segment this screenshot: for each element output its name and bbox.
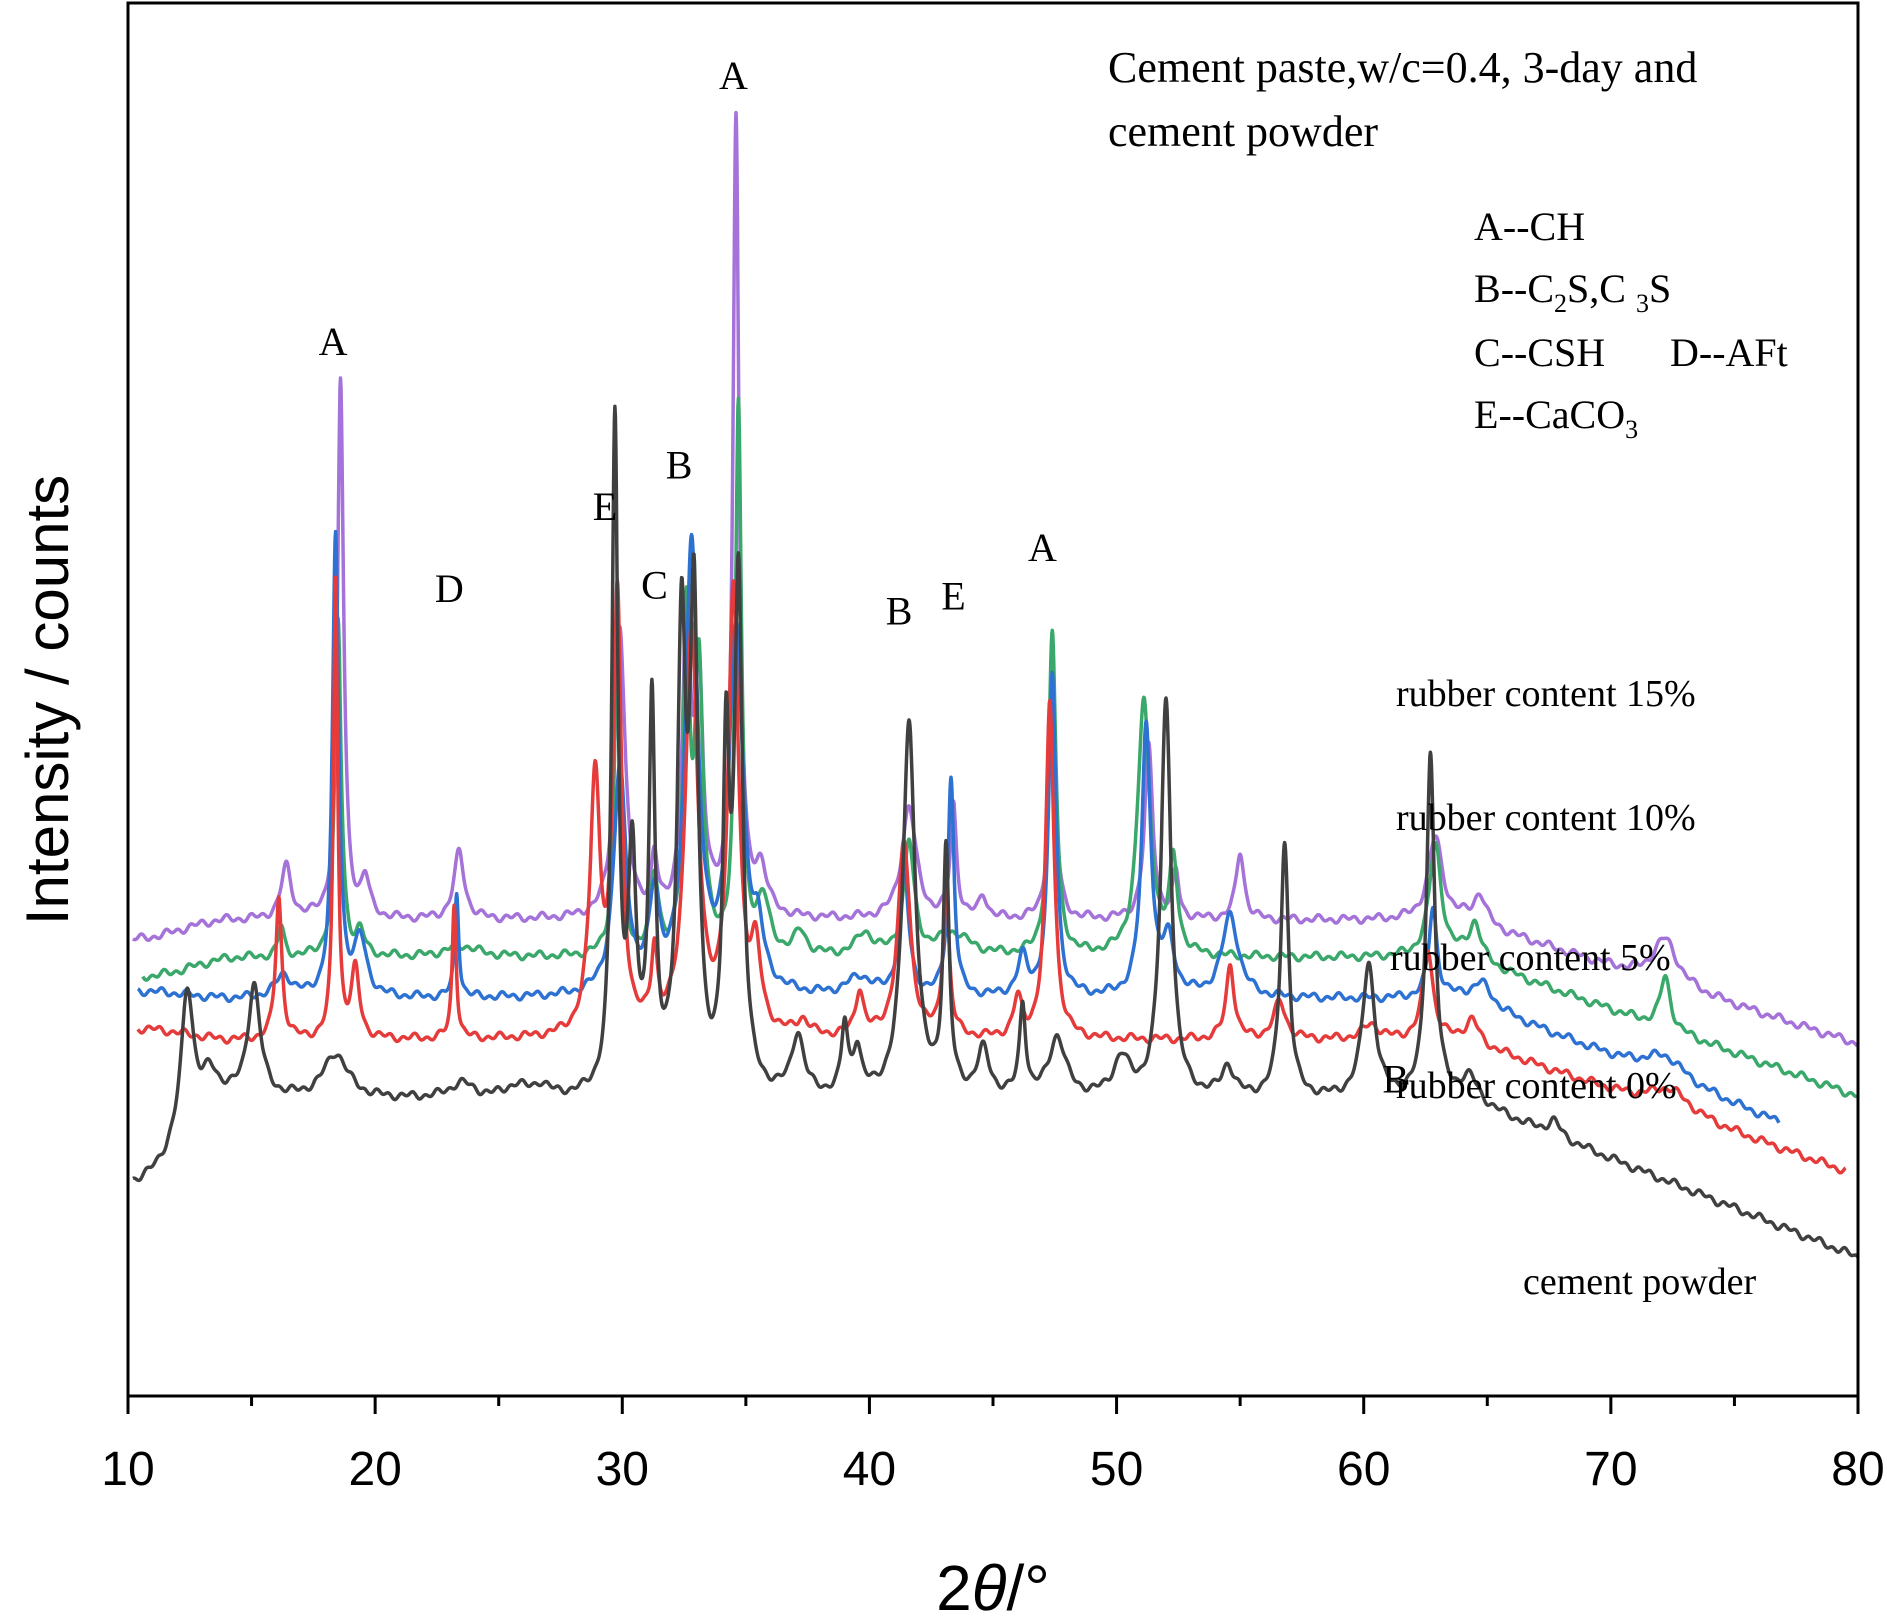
peak-label-a-0: A — [319, 319, 348, 364]
peak-label-b-9: B — [1382, 1057, 1409, 1102]
series-labels: rubber content 15% rubber content 10% ru… — [1390, 673, 1757, 1303]
phase-legend: A--CH B--C2S,C 3S C--CSH D--AFt E--CaCO3 — [1474, 204, 1788, 444]
x-tick-label-70: 70 — [1584, 1443, 1637, 1496]
peak-label-e-7: E — [941, 574, 965, 619]
x-tick-label-10: 10 — [101, 1443, 154, 1496]
x-axis-ticks — [126, 1396, 1860, 1414]
peak-label-a-8: A — [1028, 525, 1057, 570]
x-axis-label-theta: θ — [972, 1552, 1007, 1624]
series-line-rubber-content-5- — [136, 529, 1781, 1124]
x-tick-label-80: 80 — [1831, 1443, 1884, 1496]
peak-label-a-5: A — [719, 53, 748, 98]
x-axis-tick-labels: 10 20 30 40 50 60 70 80 — [101, 1443, 1884, 1496]
peak-label-c-3: C — [641, 562, 668, 607]
series-label-0: rubber content 0% — [1396, 1065, 1677, 1107]
series-label-5: rubber content 5% — [1390, 937, 1671, 979]
legend-entry-c: C--CSH — [1474, 330, 1605, 375]
x-tick-label-60: 60 — [1337, 1443, 1390, 1496]
legend-entry-d: D--AFt — [1670, 330, 1788, 375]
x-tick-label-50: 50 — [1090, 1443, 1143, 1496]
x-axis-label: 2θ/° — [936, 1552, 1050, 1624]
series-line-rubber-content-15- — [131, 110, 1860, 1048]
legend-entry-b: B--C2S,C 3S — [1474, 266, 1671, 318]
x-axis-label-unit: /° — [1006, 1552, 1049, 1624]
series-label-10: rubber content 10% — [1396, 797, 1696, 839]
series-line-rubber-content-0- — [136, 575, 1847, 1175]
legend-entry-e: E--CaCO3 — [1474, 392, 1638, 444]
peak-label-d-1: D — [435, 566, 464, 611]
chart-title: Cement paste,w/c=0.4, 3-day and — [1108, 43, 1697, 92]
series-line-rubber-content-10- — [141, 396, 1860, 1099]
x-tick-label-40: 40 — [843, 1443, 896, 1496]
series-curves — [131, 110, 1860, 1259]
x-tick-label-20: 20 — [348, 1443, 401, 1496]
series-label-15: rubber content 15% — [1396, 673, 1696, 715]
y-axis-label: Intensity / counts — [14, 475, 81, 925]
series-label-powder: cement powder — [1523, 1261, 1757, 1303]
series-line-cement-powder — [131, 404, 1860, 1259]
legend-entry-a: A--CH — [1474, 204, 1585, 249]
peak-label-e-2: E — [593, 484, 617, 529]
x-tick-label-30: 30 — [596, 1443, 649, 1496]
peak-label-b-4: B — [666, 443, 693, 488]
peak-label-b-6: B — [886, 589, 913, 634]
x-axis-label-prefix: 2 — [936, 1552, 972, 1624]
chart-title-line2: cement powder — [1108, 107, 1378, 156]
